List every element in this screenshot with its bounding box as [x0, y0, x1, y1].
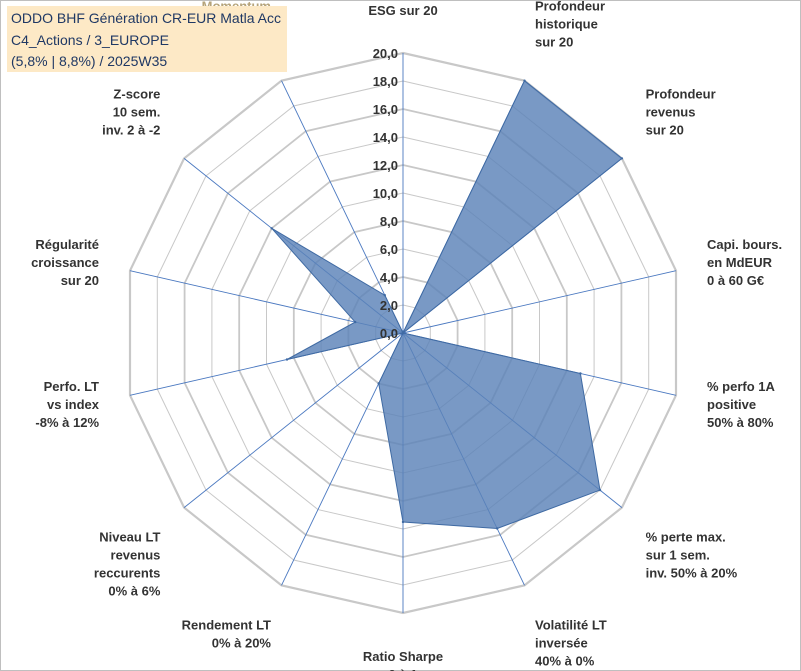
- tick-label: 10,0: [373, 186, 398, 201]
- axis-label: % perfo 1A positive 50% à 80%: [707, 379, 776, 430]
- axis-label: Volatilité LT inversée 40% à 0%: [535, 618, 607, 669]
- data-point: [377, 382, 380, 385]
- data-point: [598, 488, 602, 492]
- axis-spoke: [402, 270, 677, 334]
- tick-label: 2,0: [380, 298, 398, 313]
- tick-label: 14,0: [373, 130, 398, 145]
- data-point: [401, 520, 405, 524]
- data-point: [496, 527, 499, 530]
- axis-label: Profondeur historique sur 20: [535, 0, 605, 50]
- axis-label: Capi. bours. en MdEUR 0 à 60 G€: [707, 237, 782, 288]
- data-point: [620, 157, 624, 160]
- axis-label: Perfo. LT vs index -8% à 12%: [35, 379, 99, 430]
- radar-series: [270, 79, 624, 530]
- tick-label: 6,0: [380, 242, 398, 257]
- axis-spoke: [281, 80, 404, 334]
- radial-ticks: 0,0 2,0 4,0 6,0 8,0 10,0 12,0 14,0 16,0 18,0 20,0: [373, 46, 398, 341]
- tick-label: 18,0: [373, 74, 398, 89]
- data-point: [579, 372, 582, 375]
- data-point: [383, 294, 386, 297]
- axis-label: Niveau LT revenus reccurents 0% à 6%: [94, 529, 161, 598]
- data-point: [354, 320, 357, 324]
- tick-label: 8,0: [380, 214, 398, 229]
- data-point: [401, 331, 405, 335]
- axis-label: NoteESG sur 20: [368, 0, 437, 18]
- tick-label: 20,0: [373, 46, 398, 61]
- axis-spoke: [183, 332, 404, 508]
- axis-label: % perte max. sur 1 sem. inv. 50% à 20%: [646, 529, 738, 580]
- axis-label: Ratio Sharpe0 à 1: [363, 649, 443, 671]
- series-area: [271, 79, 623, 530]
- data-point: [285, 358, 289, 361]
- data-point: [523, 79, 526, 82]
- title-line-2: C4_Actions / 3_EUROPE: [11, 32, 169, 48]
- axis-label: Profondeur revenus sur 20: [646, 87, 716, 138]
- data-point: [270, 227, 273, 230]
- tick-label: 0,0: [380, 326, 398, 341]
- title-line-3: (5,8% | 8,8%) / 2025W35: [11, 53, 168, 69]
- tick-label: 4,0: [380, 270, 398, 285]
- axis-label: Régularité croissance sur 20: [31, 237, 99, 288]
- tick-label: 16,0: [373, 102, 398, 117]
- axis-label: Rendement LT 0% à 20%: [182, 618, 272, 651]
- title-line-1: ODDO BHF Génération CR-EUR Matla Acc: [11, 10, 281, 26]
- tick-label: 12,0: [373, 158, 398, 173]
- axis-label: Z-score 10 sem. inv. 2 à -2: [102, 87, 160, 138]
- title-box: ODDO BHF Génération CR-EUR Matla Acc C4_…: [7, 6, 287, 72]
